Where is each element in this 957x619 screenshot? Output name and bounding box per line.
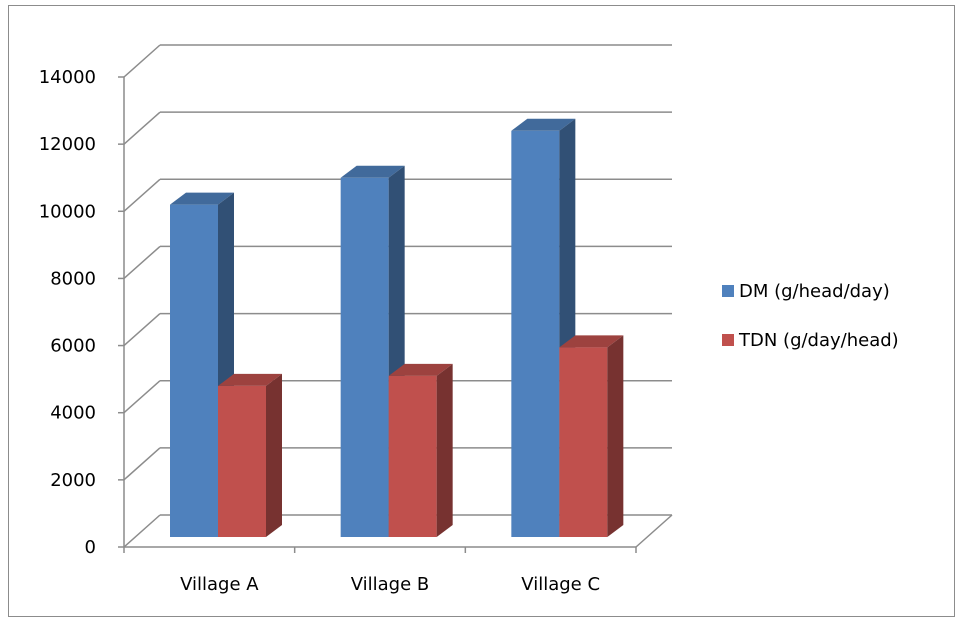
bar-top bbox=[559, 335, 624, 348]
gridline-diagonal bbox=[123, 380, 161, 414]
bar-top bbox=[511, 118, 576, 131]
x-tick-label: Village C bbox=[521, 574, 600, 595]
y-tick-label: 10000 bbox=[39, 201, 96, 222]
gridline-diagonal bbox=[123, 44, 161, 78]
legend-label: TDN (g/day/head) bbox=[738, 330, 899, 351]
x-tick-label: Village B bbox=[351, 574, 430, 595]
y-tick-label: 12000 bbox=[39, 134, 96, 155]
gridline-diagonal bbox=[123, 111, 161, 145]
y-tick-label: 6000 bbox=[50, 336, 96, 357]
gridline-diagonal bbox=[123, 514, 161, 548]
y-tick-label: 8000 bbox=[50, 268, 96, 289]
bar-front bbox=[559, 347, 608, 537]
bar-side bbox=[436, 363, 453, 537]
bar-top bbox=[340, 165, 405, 178]
bar-front bbox=[218, 385, 266, 537]
legend-swatch bbox=[722, 334, 734, 346]
y-tick-label: 2000 bbox=[50, 470, 96, 491]
floor-edge bbox=[635, 514, 673, 548]
bar-side bbox=[607, 335, 624, 537]
y-tick-label: 14000 bbox=[39, 67, 96, 88]
bar-top bbox=[170, 192, 234, 205]
bar-top bbox=[388, 363, 453, 376]
bar-front bbox=[511, 130, 560, 538]
x-tick-label: Village A bbox=[180, 574, 259, 595]
bar-front bbox=[170, 204, 218, 537]
gridline-diagonal bbox=[123, 245, 161, 279]
bar-side bbox=[266, 373, 282, 537]
gridline-diagonal bbox=[123, 313, 161, 347]
bar-front bbox=[388, 375, 437, 537]
gridline-diagonal bbox=[123, 447, 161, 481]
y-tick-label: 0 bbox=[85, 537, 96, 558]
gridline-diagonal bbox=[123, 178, 161, 212]
legend-label: DM (g/head/day) bbox=[739, 281, 890, 302]
bar-top bbox=[218, 373, 282, 386]
legend-swatch bbox=[722, 285, 734, 297]
y-tick-label: 4000 bbox=[50, 403, 96, 424]
bar-front bbox=[340, 177, 389, 538]
